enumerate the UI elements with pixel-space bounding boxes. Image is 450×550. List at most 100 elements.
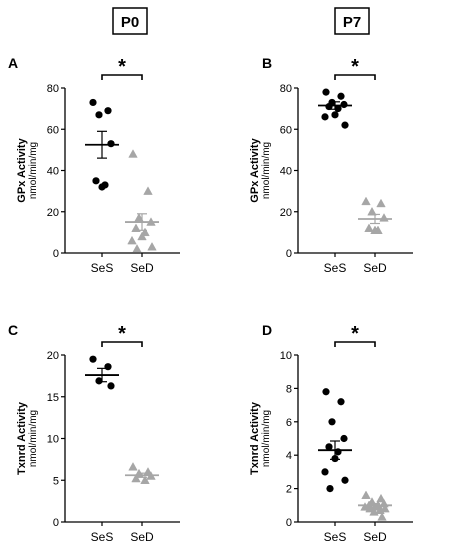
data-point-sed bbox=[375, 505, 385, 514]
data-point-ses bbox=[341, 121, 349, 129]
y-tick-label: 4 bbox=[286, 450, 292, 462]
x-category-label: SeD bbox=[363, 530, 387, 544]
x-category-label: SeD bbox=[363, 261, 387, 275]
data-point-ses bbox=[98, 183, 106, 191]
significance-star: * bbox=[118, 323, 126, 345]
y-axis-label: Txnrd Activity bbox=[249, 401, 261, 475]
significance-star: * bbox=[351, 56, 359, 78]
x-category-label: SeS bbox=[324, 530, 347, 544]
significance-bracket bbox=[101, 74, 143, 80]
data-point-ses bbox=[89, 98, 97, 107]
data-point-ses bbox=[92, 177, 100, 185]
significance-bracket bbox=[334, 341, 376, 347]
panel-letter: B bbox=[262, 55, 272, 71]
data-point-ses bbox=[104, 107, 112, 115]
data-point-ses bbox=[322, 388, 330, 396]
data-point-sed bbox=[361, 490, 371, 499]
x-category-label: SeS bbox=[91, 530, 114, 544]
y-tick-label: 40 bbox=[47, 166, 59, 178]
data-point-sed bbox=[128, 462, 138, 471]
data-point-ses bbox=[340, 434, 348, 443]
header-p7-label: P7 bbox=[343, 14, 361, 31]
y-tick-label: 80 bbox=[47, 83, 59, 95]
data-point-ses bbox=[325, 443, 333, 451]
x-category-label: SeD bbox=[130, 530, 154, 544]
data-point-ses bbox=[95, 377, 103, 385]
y-tick-label: 10 bbox=[280, 350, 292, 362]
data-point-sed bbox=[127, 235, 137, 245]
data-point-sed bbox=[369, 507, 379, 516]
data-point-ses bbox=[322, 88, 330, 96]
data-point-ses bbox=[337, 92, 345, 100]
y-tick-label: 0 bbox=[53, 517, 59, 529]
panel-letter: D bbox=[262, 322, 272, 338]
y-axis-units: nmol/min/mg bbox=[28, 142, 39, 199]
data-point-sed bbox=[147, 241, 157, 251]
y-tick-label: 20 bbox=[280, 207, 292, 219]
header-p7: P7 bbox=[334, 7, 370, 35]
data-point-sed bbox=[377, 512, 387, 521]
data-point-sed bbox=[380, 503, 390, 513]
data-point-sed bbox=[140, 475, 150, 484]
data-point-sed bbox=[364, 223, 374, 232]
panel-letter: A bbox=[8, 55, 18, 71]
y-tick-label: 80 bbox=[280, 83, 292, 95]
data-point-ses bbox=[331, 111, 339, 119]
y-tick-label: 8 bbox=[286, 383, 292, 395]
data-point-ses bbox=[321, 113, 329, 121]
x-category-label: SeS bbox=[91, 261, 114, 275]
data-point-sed bbox=[360, 502, 370, 511]
data-point-sed bbox=[128, 149, 138, 158]
data-point-sed bbox=[365, 503, 375, 513]
header-p0-label: P0 bbox=[121, 14, 139, 31]
data-point-sed bbox=[132, 244, 142, 253]
panel-b: B 0 20 40 60 80 GPx Activity nmol/min/mg SeS SeD * bbox=[249, 55, 413, 275]
y-tick-label: 15 bbox=[47, 392, 59, 404]
significance-star: * bbox=[351, 323, 359, 345]
x-category-label: SeS bbox=[324, 261, 347, 275]
significance-bracket bbox=[101, 341, 143, 347]
data-point-sed bbox=[361, 196, 371, 206]
y-tick-label: 60 bbox=[47, 124, 59, 136]
y-tick-label: 0 bbox=[53, 248, 59, 260]
data-point-sed bbox=[131, 473, 141, 483]
panel-letter: C bbox=[8, 322, 18, 338]
y-tick-label: 20 bbox=[47, 207, 59, 219]
header-p0: P0 bbox=[112, 7, 148, 35]
significance-bracket bbox=[334, 74, 376, 80]
data-point-ses bbox=[89, 355, 97, 363]
data-point-ses bbox=[107, 382, 115, 390]
y-tick-label: 6 bbox=[286, 417, 292, 429]
data-point-ses bbox=[95, 111, 103, 119]
y-tick-label: 2 bbox=[286, 484, 292, 496]
data-point-ses bbox=[321, 468, 329, 476]
y-axis-units: nmol/min/mg bbox=[28, 410, 39, 467]
y-axis-label: Txnrd Activity bbox=[16, 401, 28, 475]
data-point-sed bbox=[376, 198, 386, 208]
data-point-ses bbox=[328, 418, 336, 426]
data-point-ses bbox=[341, 476, 349, 484]
data-point-ses bbox=[337, 398, 345, 406]
data-point-sed bbox=[370, 225, 380, 235]
data-point-sed bbox=[376, 493, 386, 503]
data-point-ses bbox=[104, 363, 112, 371]
data-point-ses bbox=[334, 105, 342, 113]
y-tick-label: 0 bbox=[286, 517, 292, 529]
data-point-ses bbox=[107, 140, 115, 148]
data-point-ses bbox=[340, 100, 348, 109]
y-tick-label: 40 bbox=[280, 166, 292, 178]
data-point-sed bbox=[379, 213, 389, 222]
x-category-label: SeD bbox=[130, 261, 154, 275]
y-tick-label: 0 bbox=[286, 248, 292, 260]
data-point-sed bbox=[137, 231, 147, 241]
data-point-sed bbox=[143, 186, 153, 195]
data-point-sed bbox=[367, 206, 377, 216]
y-axis-label: GPx Activity bbox=[16, 137, 28, 202]
y-axis-units: nmol/min/mg bbox=[261, 142, 272, 199]
y-tick-label: 20 bbox=[47, 350, 59, 362]
panel-c: C 0 5 10 15 20 Txnrd Activity nmol/min/mg SeS SeD… bbox=[8, 322, 180, 544]
y-tick-label: 60 bbox=[280, 124, 292, 136]
y-tick-label: 10 bbox=[47, 434, 59, 446]
y-axis-label: GPx Activity bbox=[249, 137, 261, 202]
